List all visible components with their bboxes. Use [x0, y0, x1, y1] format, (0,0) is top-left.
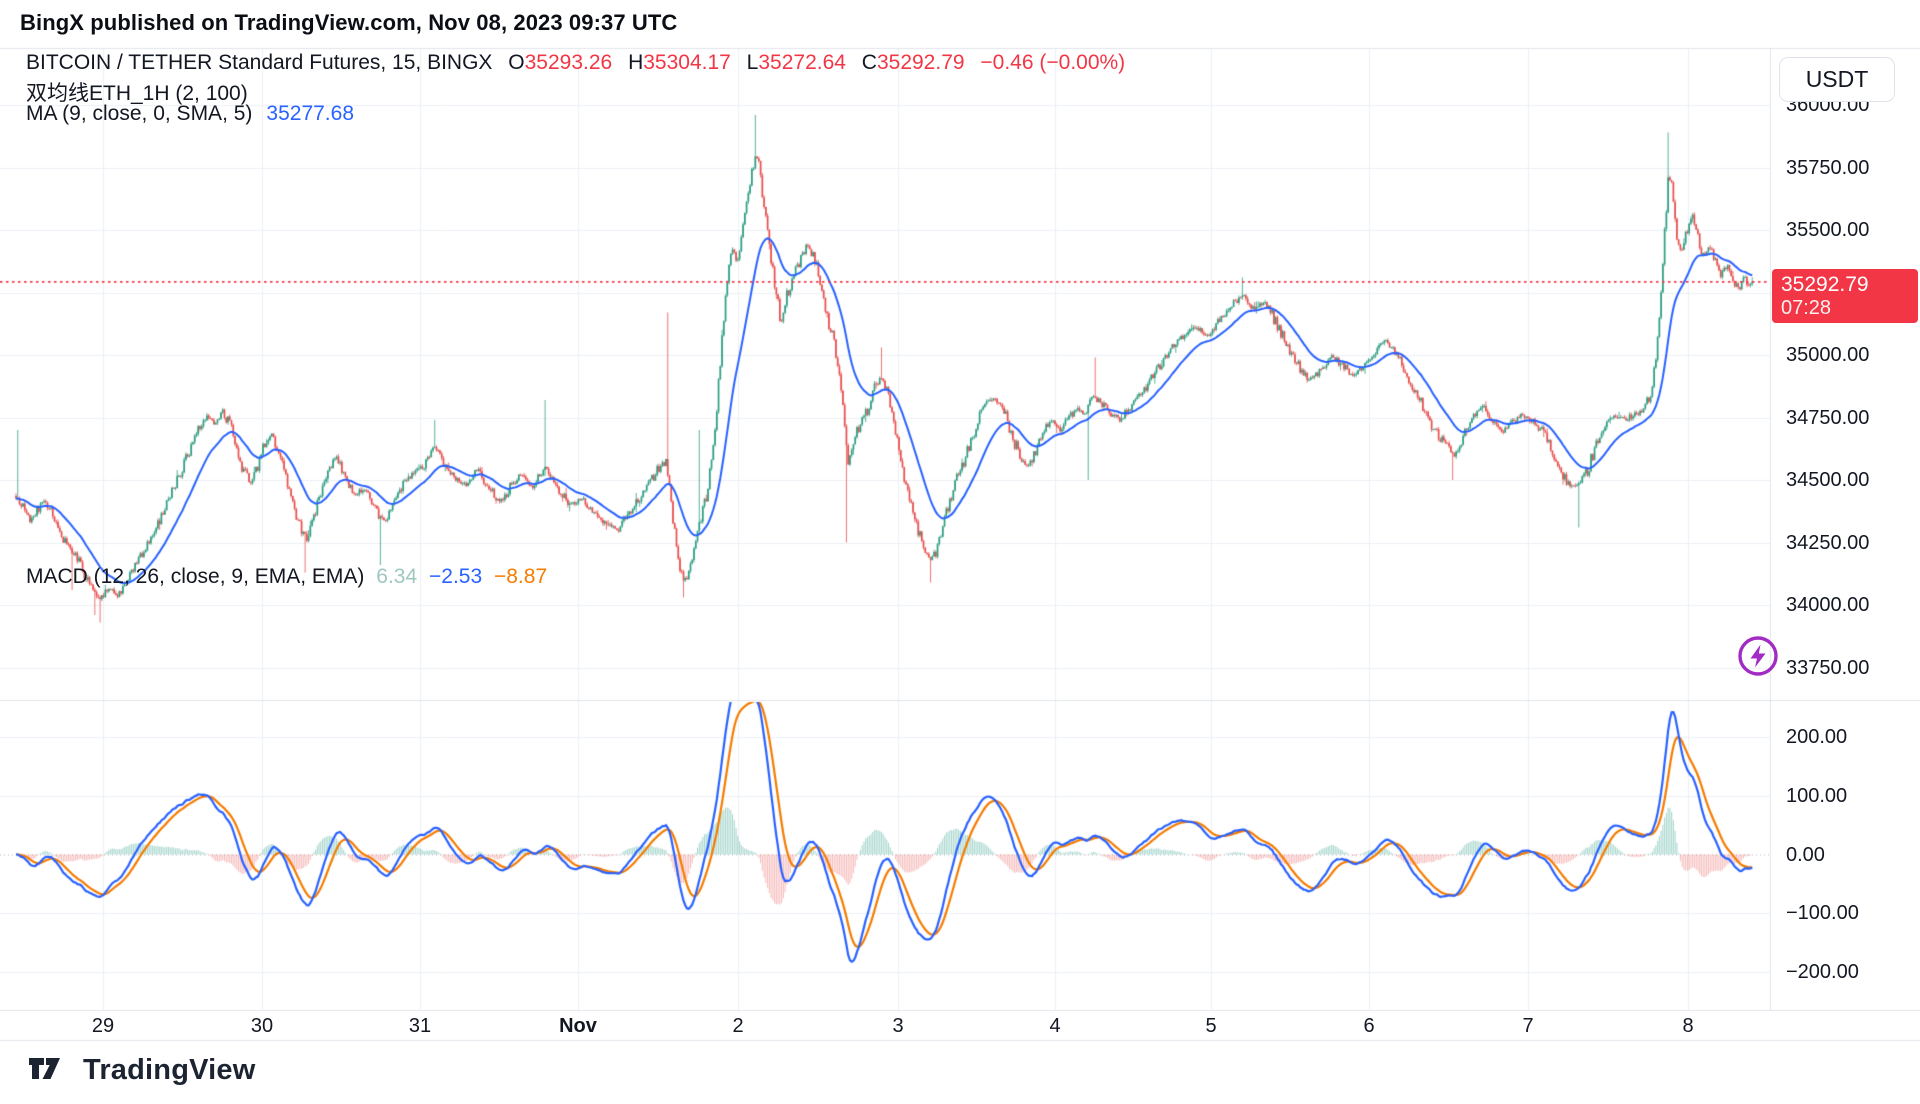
time-axis-label: 30	[250, 1015, 274, 1037]
symbol-title: BITCOIN / TETHER Standard Futures, 15, B…	[26, 51, 493, 74]
dual-ma-indicator-legend[interactable]: 双均线ETH_1H (2, 100)	[26, 82, 248, 105]
ma-indicator-legend[interactable]: MA (9, close, 0, SMA, 5) 35277.68	[26, 102, 354, 126]
ohlc-low-label: L	[746, 51, 759, 74]
last-price-badge: 35292.79 07:28	[1772, 269, 1918, 323]
ohlc-high-value: 35304.17	[643, 51, 731, 74]
macd-line-value: −2.53	[429, 565, 483, 588]
time-axis-label: 7	[1522, 1015, 1534, 1037]
currency-toggle-button[interactable]: USDT	[1779, 57, 1895, 102]
price-axis-label: 34000.00	[1786, 594, 1870, 616]
time-axis-label: 5	[1205, 1015, 1217, 1037]
macd-axis-label: 100.00	[1786, 784, 1848, 807]
time-axis-label: 31	[408, 1015, 432, 1037]
price-axis-label: 34500.00	[1786, 469, 1870, 491]
price-axis-label: 34250.00	[1786, 531, 1870, 554]
macd-hist-value: 6.34	[376, 565, 418, 588]
ohlc-open-label: O	[508, 51, 525, 74]
time-axis-label: 6	[1363, 1015, 1375, 1037]
price-axis-label: 35750.00	[1786, 156, 1870, 179]
macd-axis-label: 200.00	[1786, 726, 1848, 749]
publish-header: BingX published on TradingView.com, Nov …	[20, 10, 678, 35]
time-axis-label: 2	[732, 1015, 744, 1037]
tradingview-logo-mark	[27, 1053, 71, 1088]
ohlc-close-value: 35292.79	[876, 51, 965, 74]
macd-axis-label: −200.00	[1786, 960, 1859, 983]
macd-indicator-legend[interactable]: MACD (12, 26, close, 9, EMA, EMA) 6.34 −…	[26, 565, 547, 589]
flash-boost-icon[interactable]	[1736, 634, 1780, 683]
ma-label: MA (9, close, 0, SMA, 5)	[26, 102, 253, 125]
last-price-value: 35292.79	[1781, 273, 1869, 296]
symbol-legend[interactable]: BITCOIN / TETHER Standard Futures, 15, B…	[26, 51, 1125, 75]
tradingview-logo-text: TradingView	[83, 1054, 256, 1086]
macd-axis-label: 0.00	[1786, 843, 1825, 866]
tradingview-logo[interactable]: TradingView	[27, 1053, 256, 1088]
change-value: −0.46 (−0.00%)	[980, 51, 1126, 74]
price-axis-label: 35500.00	[1786, 219, 1870, 241]
ma-value: 35277.68	[266, 102, 354, 125]
ohlc-open-value: 35293.26	[524, 51, 613, 74]
time-axis-label: 29	[91, 1015, 115, 1037]
ohlc-high-label: H	[628, 51, 644, 74]
time-axis-label: 3	[892, 1015, 904, 1037]
macd-axis-label: −100.00	[1786, 902, 1859, 925]
price-axis-label: 33750.00	[1786, 656, 1870, 679]
time-axis-label: 8	[1682, 1015, 1694, 1037]
macd-signal-value: −8.87	[493, 565, 548, 588]
time-axis-label: 4	[1049, 1015, 1061, 1037]
price-axis-label: 35000.00	[1786, 344, 1870, 366]
ohlc-low-value: 35272.64	[758, 51, 846, 74]
candle-countdown: 07:28	[1781, 297, 1832, 319]
time-axis-label: Nov	[559, 1015, 597, 1037]
macd-label: MACD (12, 26, close, 9, EMA, EMA)	[26, 565, 365, 588]
ohlc-close-label: C	[861, 51, 877, 74]
price-axis-label: 34750.00	[1786, 406, 1870, 429]
